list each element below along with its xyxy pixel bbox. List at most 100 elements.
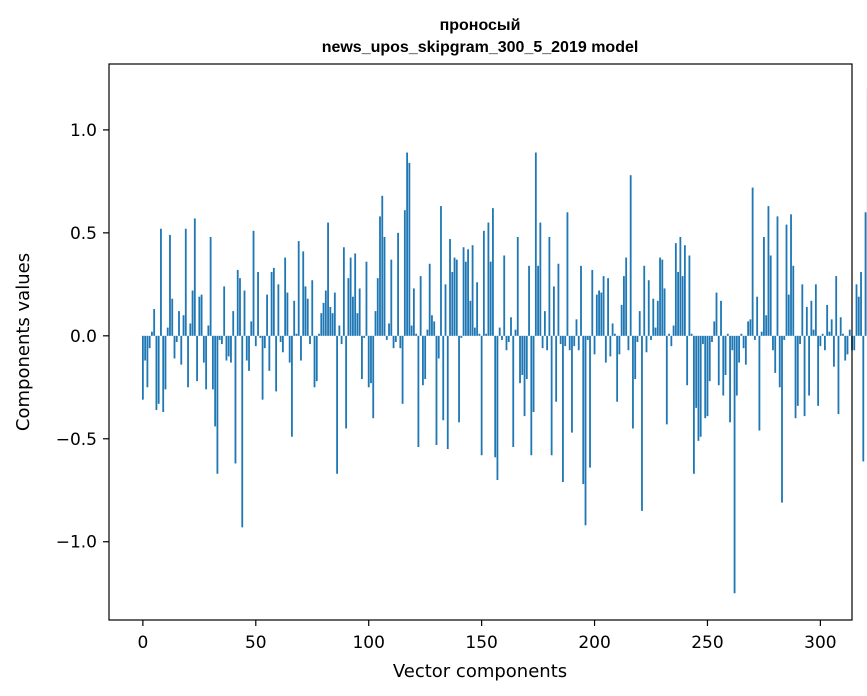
bar [862, 335, 865, 462]
bar [241, 335, 244, 528]
bar [462, 247, 465, 336]
bar [568, 335, 571, 351]
x-tick-label: 150 [465, 633, 497, 653]
bar [699, 335, 702, 437]
bar [785, 224, 788, 336]
y-ticks: −1.0 −0.5 0.0 0.5 1.0 [56, 121, 109, 553]
bar [225, 335, 228, 361]
bar [410, 325, 413, 336]
bar [763, 236, 765, 336]
bar [801, 284, 804, 336]
bar [196, 335, 198, 382]
bar [638, 311, 641, 336]
bar [742, 335, 745, 349]
bar [566, 212, 569, 336]
bar [532, 335, 535, 413]
bar [311, 280, 314, 336]
bar [753, 335, 756, 340]
bar [623, 276, 625, 336]
bar [512, 335, 515, 448]
bar [778, 335, 781, 388]
bar [257, 271, 259, 336]
bar [426, 329, 429, 336]
bar [774, 335, 777, 373]
x-tick-label: 250 [691, 633, 723, 653]
bar [760, 331, 763, 336]
bar [713, 321, 716, 336]
bar [480, 335, 483, 456]
bar [160, 228, 162, 336]
bar [424, 335, 427, 380]
bar [381, 195, 384, 336]
bar [327, 222, 329, 336]
bar [625, 257, 628, 336]
y-tick-label: −1.0 [56, 533, 97, 553]
bar [661, 259, 664, 336]
bar [230, 335, 232, 363]
bar [534, 152, 537, 336]
bar [812, 329, 815, 336]
plot-frame [108, 63, 853, 621]
bar [279, 335, 282, 342]
x-tick-label: 50 [245, 633, 267, 653]
bar [794, 335, 797, 419]
bar [297, 241, 300, 336]
bar [266, 294, 268, 336]
bar [406, 152, 409, 336]
bar [670, 335, 673, 347]
bar [374, 311, 377, 336]
bar [288, 335, 291, 363]
bar [814, 284, 817, 336]
bar [433, 321, 436, 336]
bar [523, 335, 526, 417]
bar [403, 210, 406, 336]
bar [805, 306, 808, 336]
bar [708, 335, 711, 382]
bar [275, 335, 278, 392]
bar [744, 335, 747, 365]
bar [656, 300, 659, 336]
bar [837, 335, 840, 415]
bar [329, 306, 332, 336]
bar [803, 335, 806, 417]
bar [808, 335, 810, 396]
bar [510, 317, 512, 336]
bar [209, 236, 212, 336]
bar [665, 335, 668, 425]
bar [726, 333, 729, 336]
bar [162, 335, 165, 413]
bar [593, 335, 596, 355]
bar [799, 335, 801, 345]
bar [641, 335, 643, 511]
bar [607, 278, 609, 336]
bar [516, 236, 519, 336]
bar [729, 335, 731, 423]
bar [573, 335, 576, 347]
bar [216, 335, 219, 474]
bar [796, 335, 799, 406]
bar [546, 335, 549, 351]
bar [686, 335, 689, 386]
bar [765, 315, 768, 336]
bar [559, 335, 562, 345]
bar [485, 333, 488, 336]
bar [268, 335, 271, 371]
bar [458, 335, 460, 423]
bar [690, 333, 693, 336]
bar [521, 335, 524, 375]
bar [261, 335, 264, 400]
bar [422, 335, 424, 386]
bar [821, 333, 824, 336]
bar [259, 335, 262, 338]
bar [169, 234, 171, 336]
bar [428, 263, 431, 336]
bar [322, 302, 325, 336]
bar [399, 335, 402, 349]
bar [272, 267, 275, 336]
bar [318, 333, 320, 336]
bar [647, 280, 650, 336]
bar [654, 327, 657, 336]
bar [489, 261, 492, 336]
bar [503, 255, 506, 336]
bar [401, 335, 404, 404]
